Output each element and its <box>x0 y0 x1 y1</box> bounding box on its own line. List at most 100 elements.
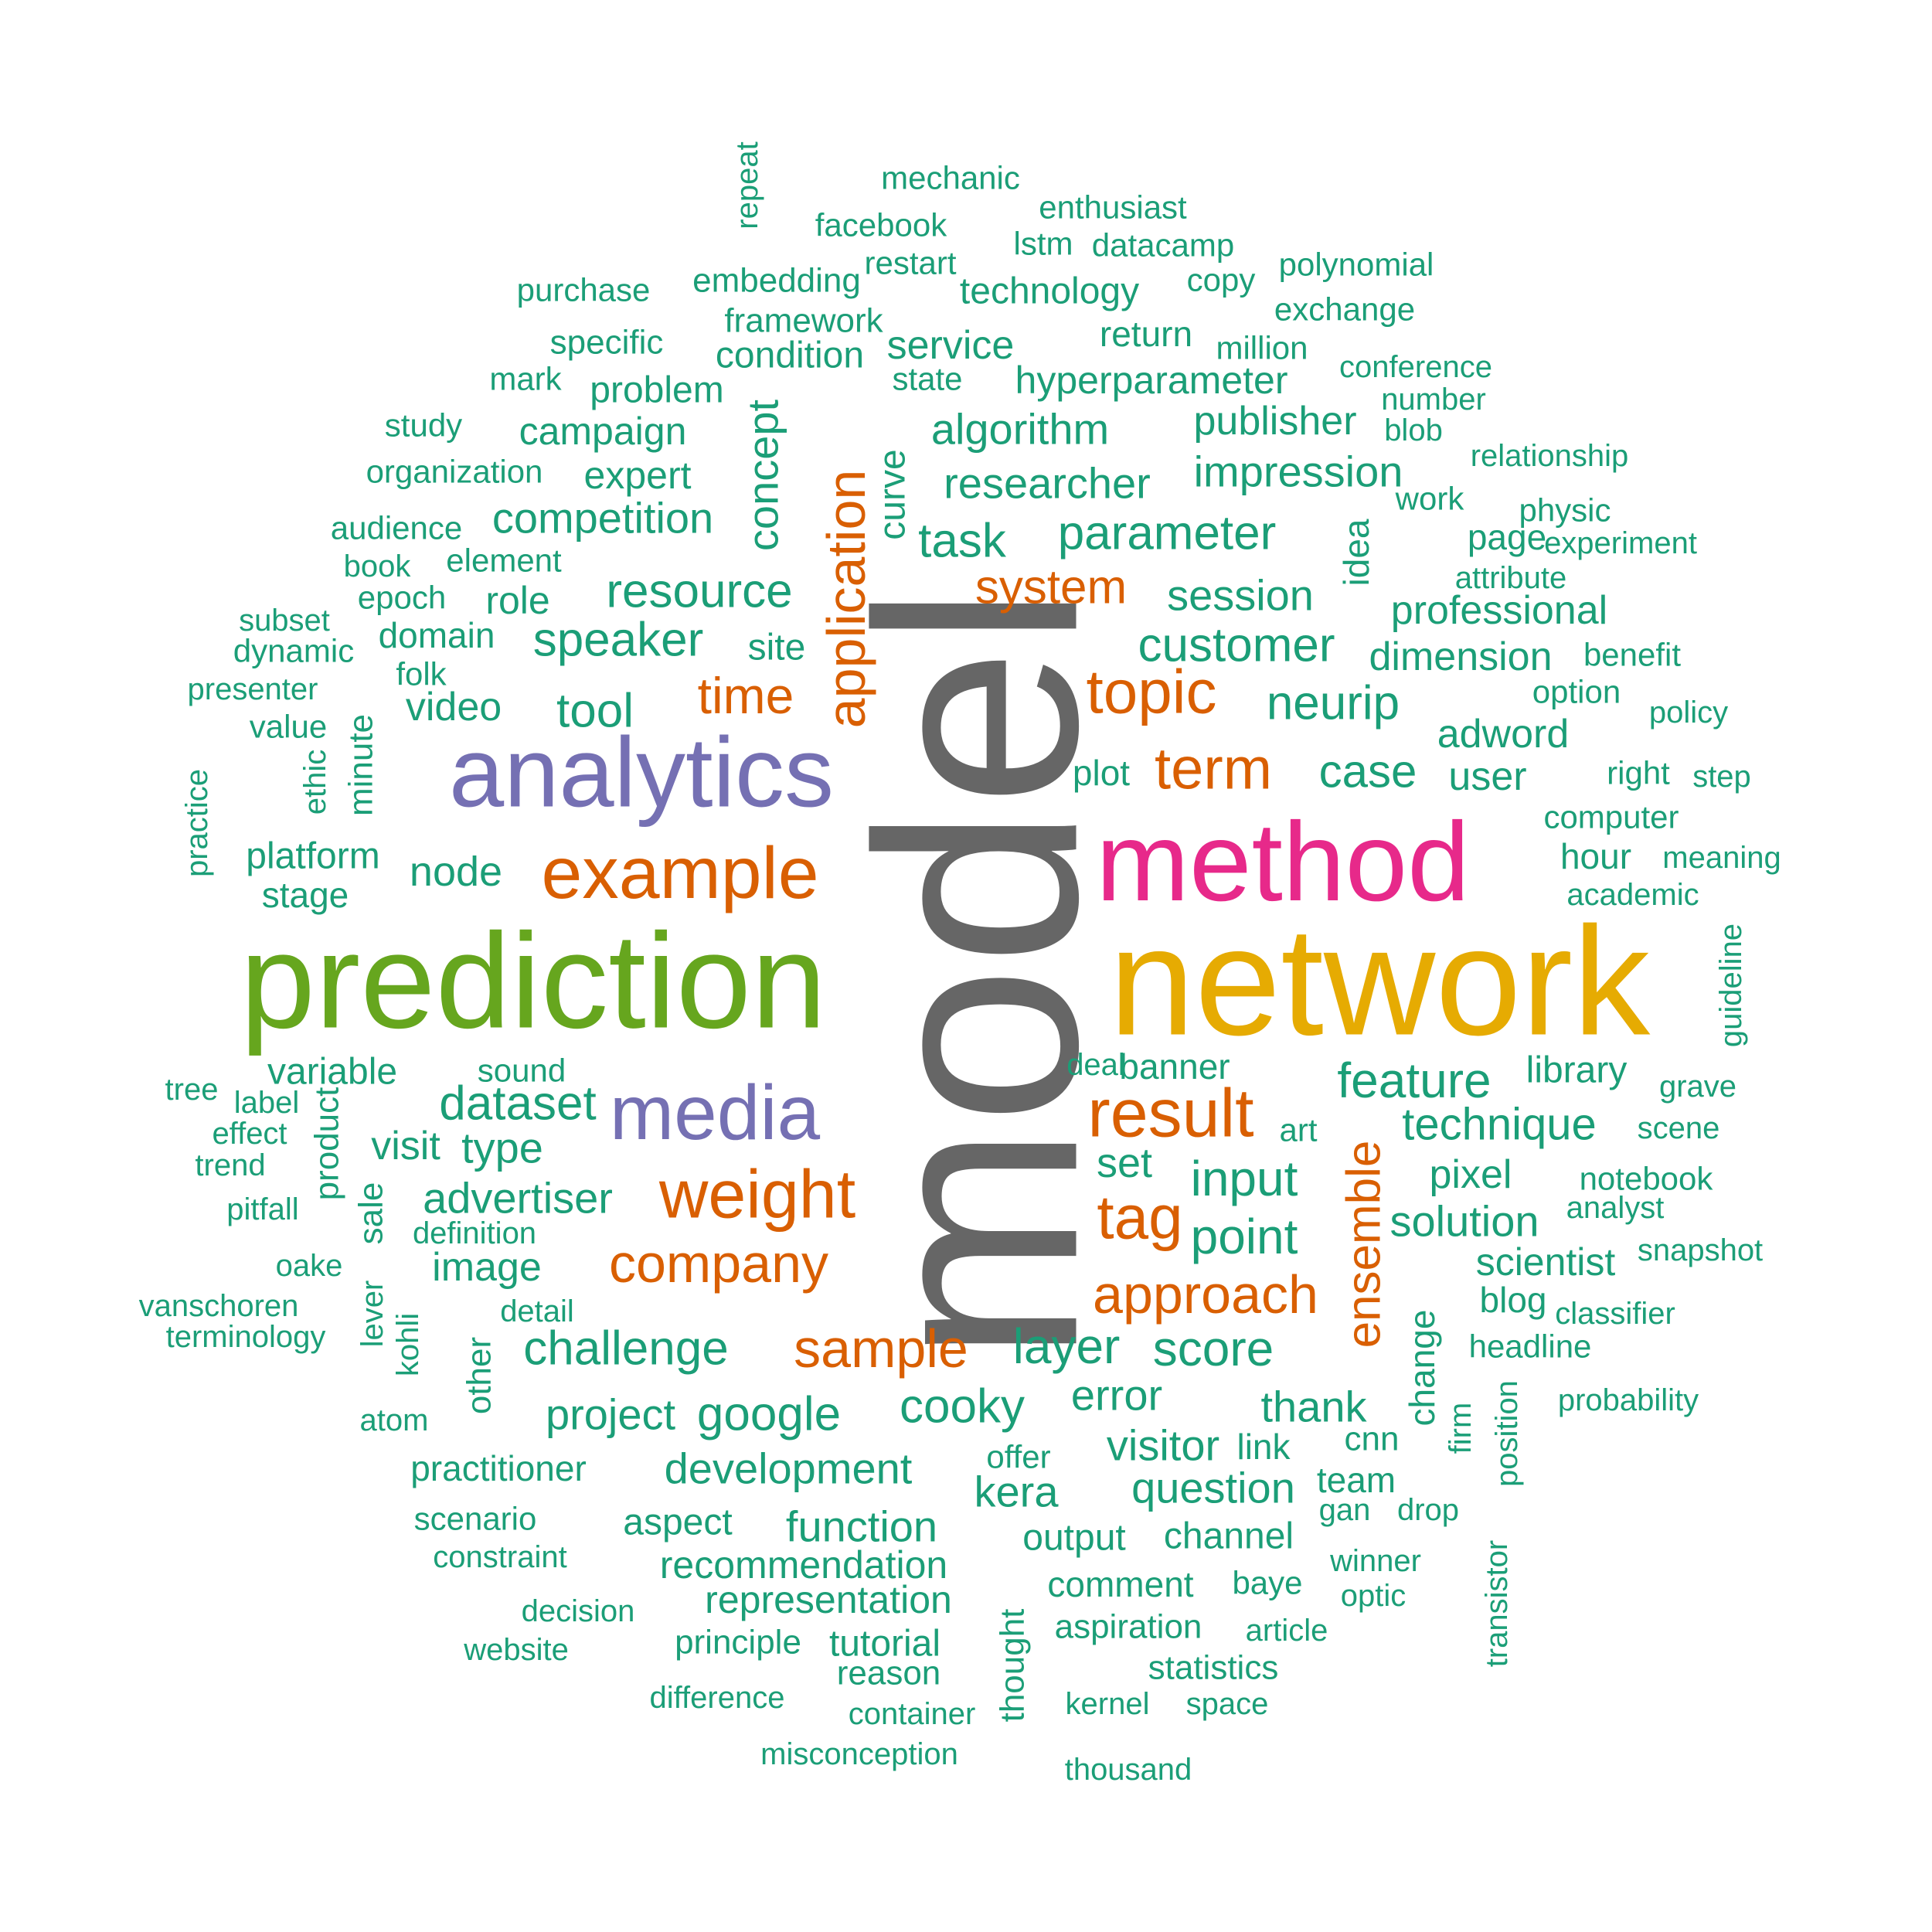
word-network: network <box>1109 896 1651 1068</box>
word-work: work <box>1395 481 1465 517</box>
word-service: service <box>887 323 1015 368</box>
word-label: label <box>234 1086 300 1120</box>
word-trend: trend <box>195 1148 265 1182</box>
word-deal: deal <box>1066 1048 1125 1082</box>
word-presenter: presenter <box>188 672 318 706</box>
word-scenario: scenario <box>414 1501 537 1537</box>
word-visitor: visitor <box>1107 1421 1219 1470</box>
word-example: example <box>541 832 818 914</box>
word-result: result <box>1087 1075 1253 1151</box>
word-vanschoren: vanschoren <box>139 1289 299 1323</box>
word-video: video <box>406 685 502 730</box>
word-space: space <box>1186 1687 1269 1721</box>
word-adword: adword <box>1437 712 1570 757</box>
word-tree: tree <box>165 1073 219 1107</box>
word-sample: sample <box>794 1318 968 1379</box>
word-misconception: misconception <box>760 1737 958 1771</box>
word-time: time <box>698 667 794 724</box>
word-output: output <box>1022 1518 1125 1559</box>
word-visit: visit <box>371 1124 440 1168</box>
word-plot: plot <box>1073 753 1130 793</box>
word-problem: problem <box>590 370 723 411</box>
word-type: type <box>461 1124 543 1172</box>
word-site: site <box>748 628 806 668</box>
word-practitioner: practitioner <box>410 1448 587 1488</box>
word-physic: physic <box>1519 492 1611 529</box>
word-blob: blob <box>1384 413 1443 447</box>
word-oake: oake <box>276 1249 343 1283</box>
word-aspect: aspect <box>623 1502 732 1543</box>
word-model: model <box>818 584 1138 1363</box>
word-restart: restart <box>864 245 956 281</box>
word-firm: firm <box>1444 1403 1478 1454</box>
word-audience: audience <box>331 510 462 546</box>
word-meaning: meaning <box>1662 841 1781 875</box>
word-impression: impression <box>1194 447 1403 496</box>
word-project: project <box>546 1390 676 1439</box>
word-approach: approach <box>1093 1264 1318 1325</box>
word-weight: weight <box>658 1156 855 1233</box>
word-lever: lever <box>355 1281 389 1348</box>
word-prediction: prediction <box>240 906 827 1057</box>
word-practice: practice <box>180 769 214 877</box>
word-term: term <box>1155 736 1272 802</box>
word-definition: definition <box>413 1216 536 1250</box>
word-tag: tag <box>1097 1183 1182 1252</box>
word-dataset: dataset <box>439 1077 596 1131</box>
word-curve: curve <box>872 449 913 539</box>
word-resource: resource <box>606 565 792 618</box>
word-library: library <box>1526 1050 1628 1091</box>
word-ensemble: ensemble <box>1338 1141 1391 1349</box>
word-other: other <box>461 1337 498 1414</box>
word-exchange: exchange <box>1274 291 1415 328</box>
word-policy: policy <box>1649 696 1728 730</box>
word-enthusiast: enthusiast <box>1039 189 1187 226</box>
word-application: application <box>816 470 876 729</box>
word-cooky: cooky <box>900 1380 1025 1434</box>
word-professional: professional <box>1391 588 1607 633</box>
word-pitfall: pitfall <box>226 1192 298 1226</box>
word-organization: organization <box>366 454 543 490</box>
word-challenge: challenge <box>523 1322 728 1376</box>
word-conference: conference <box>1339 350 1492 384</box>
word-thought: thought <box>994 1609 1032 1723</box>
word-change: change <box>1402 1310 1442 1427</box>
word-mark: mark <box>489 361 562 397</box>
word-hyperparameter: hyperparameter <box>1015 359 1288 402</box>
word-art: art <box>1279 1112 1317 1148</box>
word-kera: kera <box>975 1468 1060 1516</box>
word-publisher: publisher <box>1193 399 1356 444</box>
word-pixel: pixel <box>1430 1152 1512 1197</box>
word-node: node <box>410 849 502 895</box>
word-idea: idea <box>1336 519 1376 586</box>
word-epoch: epoch <box>358 580 446 616</box>
word-mechanic: mechanic <box>881 160 1020 196</box>
word-offer: offer <box>986 1439 1050 1475</box>
word-gan: gan <box>1319 1493 1371 1527</box>
word-guideline: guideline <box>1714 923 1748 1047</box>
word-container: container <box>849 1697 976 1731</box>
word-product: product <box>308 1087 346 1201</box>
word-condition: condition <box>716 335 864 376</box>
word-position: position <box>1490 1380 1524 1487</box>
word-scientist: scientist <box>1476 1240 1616 1284</box>
word-lstm: lstm <box>1014 226 1073 262</box>
word-tutorial: tutorial <box>829 1624 940 1665</box>
word-speaker: speaker <box>533 614 704 667</box>
word-element: element <box>446 543 562 579</box>
word-article: article <box>1246 1614 1328 1648</box>
word-statistics: statistics <box>1148 1649 1279 1687</box>
word-atom: atom <box>360 1403 429 1437</box>
word-thousand: thousand <box>1065 1753 1192 1787</box>
word-minute: minute <box>342 714 380 816</box>
word-variable: variable <box>267 1052 397 1093</box>
word-specific: specific <box>550 324 664 362</box>
word-feature: feature <box>1337 1053 1491 1108</box>
word-return: return <box>1100 314 1192 354</box>
word-function: function <box>786 1502 937 1551</box>
word-tool: tool <box>556 685 634 738</box>
word-headline: headline <box>1469 1328 1592 1365</box>
word-subset: subset <box>239 604 330 638</box>
word-number: number <box>1381 383 1486 417</box>
